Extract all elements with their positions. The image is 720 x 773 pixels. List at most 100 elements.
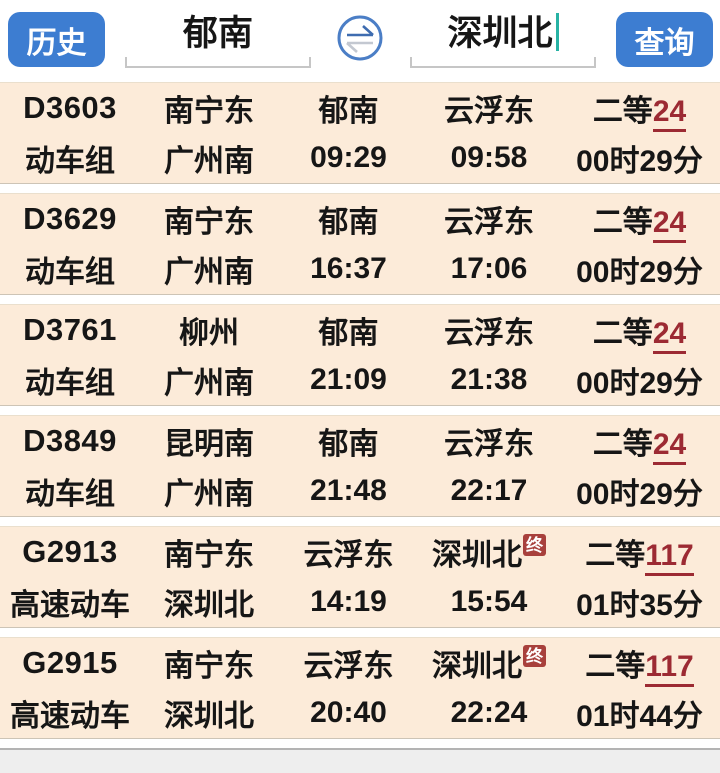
train-row[interactable]: G2915 南宁东 云浮东 深圳北终 二等117 高速动车 深圳北 20:40 … <box>0 637 720 739</box>
swap-stations-button[interactable] <box>336 14 384 62</box>
arrival-station: 云浮东 <box>444 428 534 461</box>
terminus-station: 深圳北 <box>164 589 254 622</box>
swap-icon <box>336 15 384 65</box>
train-row[interactable]: D3629 南宁东 郁南 云浮东 二等24 动车组 广州南 16:37 17:0… <box>0 193 720 295</box>
train-row[interactable]: G2913 南宁东 云浮东 深圳北终 二等117 高速动车 深圳北 14:19 … <box>0 526 720 628</box>
terminus-station: 广州南 <box>164 145 254 178</box>
train-type: 动车组 <box>25 367 115 400</box>
train-row[interactable]: D3761 柳州 郁南 云浮东 二等24 动车组 广州南 21:09 21:38… <box>0 304 720 406</box>
arrival-station-cell: 深圳北终 <box>419 641 559 685</box>
train-type: 动车组 <box>25 145 115 178</box>
from-input-underline <box>125 57 311 68</box>
departure-station: 郁南 <box>318 428 379 461</box>
departure-station: 郁南 <box>318 206 379 239</box>
seat-class: 二等 <box>592 206 653 239</box>
to-station-value: 深圳北 <box>447 14 553 53</box>
seat-price-cell: 二等24 <box>559 197 720 243</box>
origin-station: 南宁东 <box>164 650 254 683</box>
train-row[interactable]: D3849 昆明南 郁南 云浮东 二等24 动车组 广州南 21:48 22:1… <box>0 415 720 517</box>
train-type: 动车组 <box>25 478 115 511</box>
arrival-station-cell: 云浮东 <box>419 86 559 130</box>
seat-class: 二等 <box>592 95 653 128</box>
arrival-time: 15:54 <box>450 585 528 618</box>
duration: 01时44分 <box>576 700 703 733</box>
seat-class: 二等 <box>585 650 646 683</box>
train-code: D3761 <box>23 312 117 347</box>
origin-station: 南宁东 <box>164 539 254 572</box>
train-list: D3603 南宁东 郁南 云浮东 二等24 动车组 广州南 09:29 09:5… <box>0 82 720 739</box>
arrival-station: 深圳北 <box>432 539 522 572</box>
departure-time: 16:37 <box>310 252 387 285</box>
price-link[interactable]: 24 <box>652 317 687 354</box>
terminus-badge: 终 <box>523 645 546 667</box>
seat-class: 二等 <box>592 317 653 350</box>
departure-station: 郁南 <box>318 317 379 350</box>
arrival-time: 22:24 <box>450 696 528 729</box>
duration: 01时35分 <box>576 589 703 622</box>
seat-class: 二等 <box>585 539 646 572</box>
text-cursor <box>555 13 559 51</box>
history-button[interactable]: 历史 <box>8 12 105 67</box>
origin-station: 昆明南 <box>164 428 254 461</box>
origin-station: 柳州 <box>179 317 239 350</box>
departure-station: 郁南 <box>318 95 379 128</box>
price-link[interactable]: 117 <box>645 539 694 576</box>
arrival-station: 云浮东 <box>444 317 534 350</box>
origin-station: 南宁东 <box>164 206 254 239</box>
arrival-station-cell: 深圳北终 <box>419 530 559 574</box>
departure-station: 云浮东 <box>303 539 394 572</box>
duration: 00时29分 <box>576 367 703 400</box>
departure-time: 21:48 <box>310 474 387 507</box>
terminus-station: 深圳北 <box>164 700 254 733</box>
arrival-time: 22:17 <box>450 474 528 507</box>
departure-time: 21:09 <box>310 363 387 396</box>
seat-price-cell: 二等24 <box>559 86 720 132</box>
train-code: D3849 <box>23 423 117 458</box>
seat-price-cell: 二等117 <box>559 641 720 687</box>
arrival-station-cell: 云浮东 <box>419 197 559 241</box>
price-link[interactable]: 117 <box>645 650 694 687</box>
duration: 00时29分 <box>576 478 703 511</box>
from-station-input[interactable]: 郁南 <box>125 10 311 68</box>
train-row[interactable]: D3603 南宁东 郁南 云浮东 二等24 动车组 广州南 09:29 09:5… <box>0 82 720 184</box>
seat-class: 二等 <box>592 428 653 461</box>
train-code: G2913 <box>22 534 118 569</box>
arrival-station-cell: 云浮东 <box>419 419 559 463</box>
departure-time: 14:19 <box>310 585 387 618</box>
terminus-station: 广州南 <box>164 367 254 400</box>
price-link[interactable]: 24 <box>652 95 687 132</box>
train-code: D3603 <box>23 90 117 125</box>
departure-station: 云浮东 <box>303 650 394 683</box>
arrival-station: 云浮东 <box>444 95 534 128</box>
train-type: 高速动车 <box>10 589 130 622</box>
duration: 00时29分 <box>576 256 703 289</box>
seat-price-cell: 二等117 <box>559 530 720 576</box>
seat-price-cell: 二等24 <box>559 419 720 465</box>
terminus-station: 广州南 <box>164 256 254 289</box>
train-code: G2915 <box>22 645 118 680</box>
arrival-station: 云浮东 <box>444 206 534 239</box>
train-code: D3629 <box>23 201 117 236</box>
price-link[interactable]: 24 <box>652 428 687 465</box>
price-link[interactable]: 24 <box>652 206 687 243</box>
arrival-time: 09:58 <box>450 141 528 174</box>
arrival-station-cell: 云浮东 <box>419 308 559 352</box>
arrival-time: 21:38 <box>450 363 528 396</box>
search-button[interactable]: 查询 <box>616 12 713 67</box>
terminus-station: 广州南 <box>164 478 254 511</box>
from-station-value: 郁南 <box>182 14 253 53</box>
duration: 00时29分 <box>576 145 703 178</box>
origin-station: 南宁东 <box>164 95 254 128</box>
search-header: 历史 郁南 深圳北 查询 <box>0 0 720 82</box>
arrival-station: 深圳北 <box>432 650 522 683</box>
departure-time: 20:40 <box>310 696 387 729</box>
departure-time: 09:29 <box>310 141 387 174</box>
seat-price-cell: 二等24 <box>559 308 720 354</box>
terminus-badge: 终 <box>523 534 546 556</box>
train-type: 动车组 <box>25 256 115 289</box>
list-footer-area <box>0 748 720 773</box>
train-type: 高速动车 <box>10 700 130 733</box>
arrival-time: 17:06 <box>450 252 528 285</box>
to-station-input[interactable]: 深圳北 <box>410 10 596 68</box>
